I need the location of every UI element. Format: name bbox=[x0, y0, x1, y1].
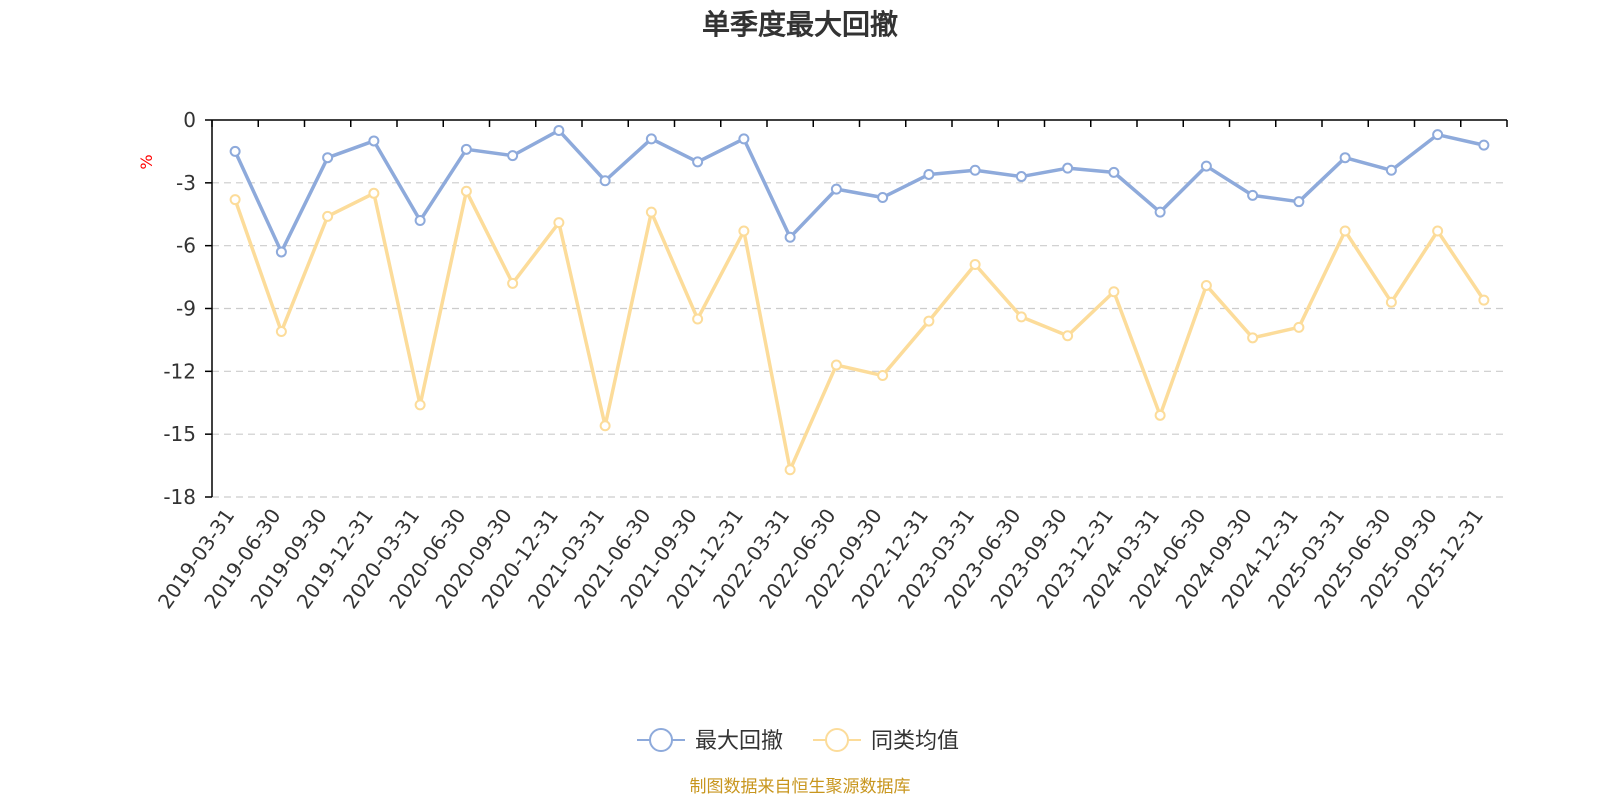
data-point[interactable] bbox=[507, 150, 519, 162]
data-point[interactable] bbox=[368, 187, 380, 199]
data-point[interactable] bbox=[229, 145, 241, 157]
y-tick-label: -15 bbox=[163, 422, 196, 446]
data-point[interactable] bbox=[969, 164, 981, 176]
y-axis-unit-label: % bbox=[137, 154, 156, 169]
series-max-drawdown bbox=[229, 124, 1490, 258]
chart-title: 单季度最大回撤 bbox=[702, 8, 898, 41]
series-lines bbox=[229, 124, 1490, 476]
data-point[interactable] bbox=[1015, 171, 1027, 183]
data-point[interactable] bbox=[322, 152, 334, 164]
y-tick-label: -9 bbox=[176, 297, 196, 321]
data-point[interactable] bbox=[368, 135, 380, 147]
data-point[interactable] bbox=[692, 156, 704, 168]
series-line bbox=[233, 128, 1485, 254]
data-point[interactable] bbox=[923, 315, 935, 327]
legend-circle-marker bbox=[649, 728, 673, 752]
data-point[interactable] bbox=[275, 246, 287, 258]
data-point[interactable] bbox=[1293, 196, 1305, 208]
data-point[interactable] bbox=[1200, 160, 1212, 172]
data-point[interactable] bbox=[1293, 321, 1305, 333]
series-line bbox=[233, 189, 1486, 472]
data-point[interactable] bbox=[460, 143, 472, 155]
data-point[interactable] bbox=[877, 370, 889, 382]
data-point[interactable] bbox=[1385, 296, 1397, 308]
data-point[interactable] bbox=[1339, 225, 1351, 237]
y-tick-label: -6 bbox=[176, 234, 196, 258]
data-source-footer: 制图数据来自恒生聚源数据库 bbox=[690, 777, 911, 797]
data-point[interactable] bbox=[1432, 129, 1444, 141]
data-point[interactable] bbox=[1339, 152, 1351, 164]
data-point[interactable] bbox=[1154, 409, 1166, 421]
data-point[interactable] bbox=[460, 185, 472, 197]
data-point[interactable] bbox=[877, 191, 889, 203]
data-point[interactable] bbox=[1062, 162, 1074, 174]
data-point[interactable] bbox=[969, 259, 981, 271]
data-point[interactable] bbox=[738, 225, 750, 237]
data-point[interactable] bbox=[784, 464, 796, 476]
data-point[interactable] bbox=[1154, 206, 1166, 218]
y-tick-label: -18 bbox=[163, 485, 196, 509]
data-point[interactable] bbox=[1200, 279, 1212, 291]
data-point[interactable] bbox=[923, 168, 935, 180]
data-point[interactable] bbox=[1108, 286, 1120, 298]
data-point[interactable] bbox=[1432, 225, 1444, 237]
data-point[interactable] bbox=[229, 194, 241, 206]
data-point[interactable] bbox=[599, 175, 611, 187]
data-point[interactable] bbox=[1015, 311, 1027, 323]
legend-circle-marker bbox=[825, 728, 849, 752]
data-point[interactable] bbox=[1108, 166, 1120, 178]
data-point[interactable] bbox=[830, 183, 842, 195]
data-point[interactable] bbox=[645, 133, 657, 145]
y-tick-label: 0 bbox=[183, 108, 196, 132]
data-point[interactable] bbox=[322, 210, 334, 222]
legend-item[interactable]: 同类均值 bbox=[813, 728, 959, 754]
data-point[interactable] bbox=[414, 399, 426, 411]
data-point[interactable] bbox=[1478, 139, 1490, 151]
legend-item[interactable]: 最大回撤 bbox=[637, 728, 783, 754]
data-point[interactable] bbox=[830, 359, 842, 371]
data-point[interactable] bbox=[599, 420, 611, 432]
data-point[interactable] bbox=[1247, 189, 1259, 201]
data-point[interactable] bbox=[507, 277, 519, 289]
data-point[interactable] bbox=[1478, 294, 1490, 306]
y-tick-label: -3 bbox=[176, 171, 196, 195]
data-point[interactable] bbox=[414, 215, 426, 227]
data-point[interactable] bbox=[553, 217, 565, 229]
data-point[interactable] bbox=[692, 313, 704, 325]
y-axis-ticks: 0 -3 -6 -9 -12 -15 -18 bbox=[163, 108, 212, 509]
data-point[interactable] bbox=[1385, 164, 1397, 176]
data-point[interactable] bbox=[738, 133, 750, 145]
y-tick-label: -12 bbox=[163, 359, 196, 383]
data-point[interactable] bbox=[553, 124, 565, 136]
legend-label: 同类均值 bbox=[871, 729, 959, 754]
legend-label: 最大回撤 bbox=[695, 729, 783, 754]
data-point[interactable] bbox=[1247, 332, 1259, 344]
data-point[interactable] bbox=[784, 231, 796, 243]
data-point[interactable] bbox=[645, 206, 657, 218]
series-peer-average bbox=[229, 185, 1490, 476]
data-point[interactable] bbox=[275, 326, 287, 338]
data-point[interactable] bbox=[1062, 330, 1074, 342]
legend[interactable]: 最大回撤 同类均值 bbox=[637, 728, 959, 754]
